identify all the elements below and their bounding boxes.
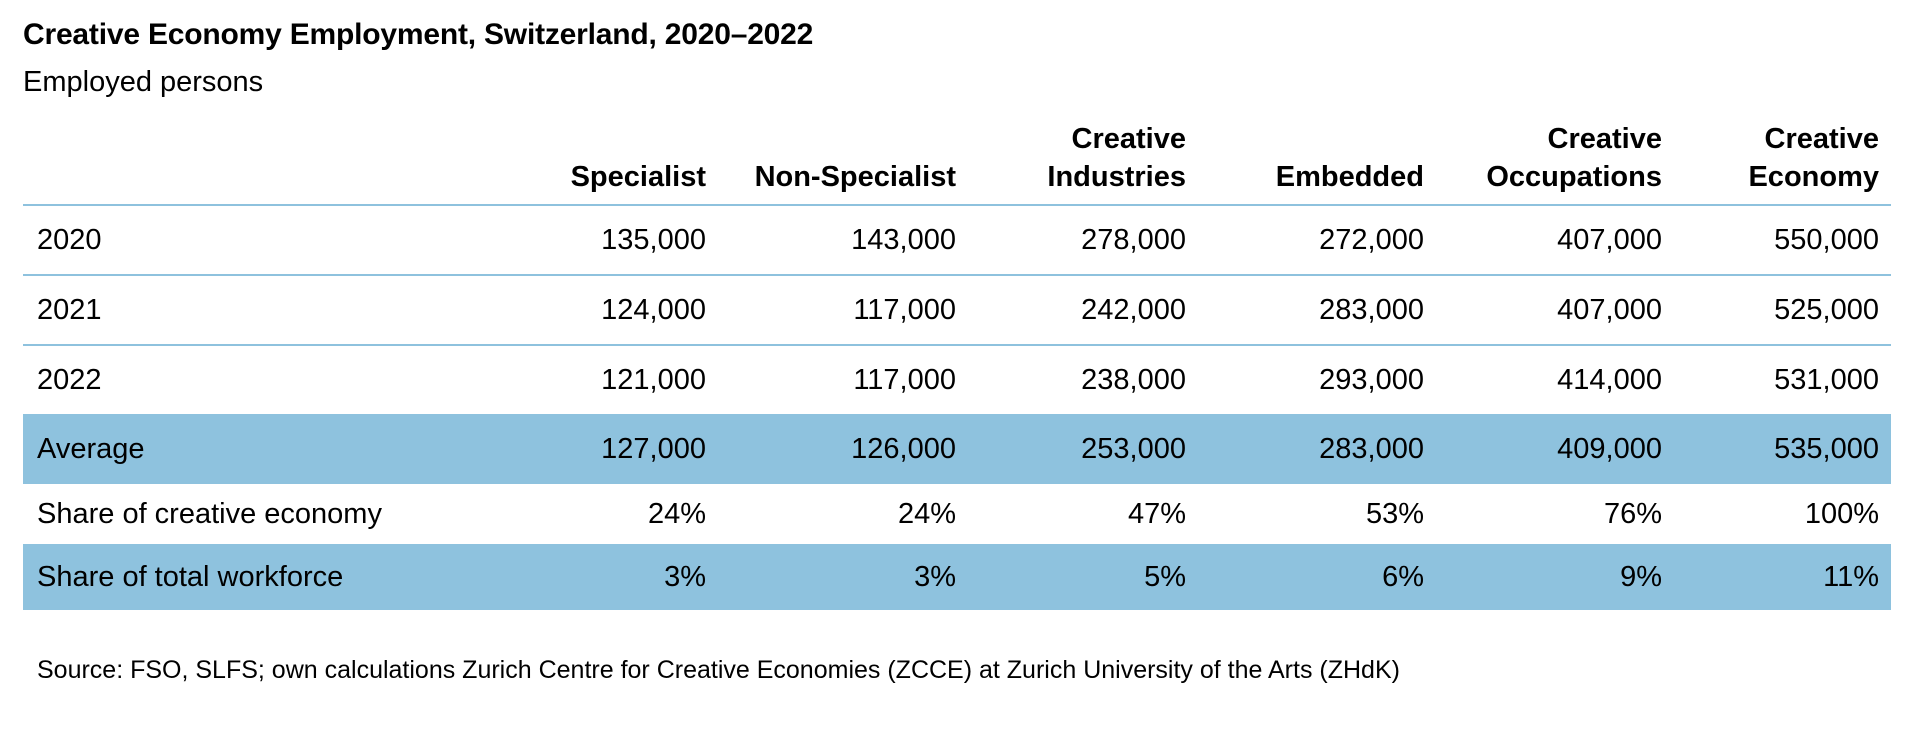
table-cell: 409,000 xyxy=(1436,414,1674,484)
row-label: 2022 xyxy=(37,363,102,396)
column-header-line: Creative xyxy=(1071,123,1186,155)
table-cell: 117,000 xyxy=(718,275,968,346)
table-row-2020: 2020 135,000 143,000 278,000 272,000 407… xyxy=(23,205,1891,276)
table-cell: 124,000 xyxy=(528,275,718,346)
table-cell: 407,000 xyxy=(1436,275,1674,346)
column-header-line: Industries xyxy=(1047,161,1186,193)
table-cell: 9% xyxy=(1436,544,1674,610)
column-header-embedded: Embedded xyxy=(1198,118,1436,206)
table-cell: 117,000 xyxy=(853,363,956,396)
column-header-line: Occupations xyxy=(1486,161,1662,193)
table-cell: 531,000 xyxy=(1774,363,1879,396)
table-cell: 76% xyxy=(1603,497,1662,530)
row-label: 2021 xyxy=(23,275,528,346)
column-header-line: Non-Specialist xyxy=(754,161,956,193)
table-row-2022: 2022 121,000 117,000 238,000 293,000 414… xyxy=(23,345,1891,414)
table-cell: 6% xyxy=(1198,544,1436,610)
table-cell: 47% xyxy=(1127,497,1186,530)
employment-table: Specialist Non-Specialist Creative Indus… xyxy=(23,118,1891,610)
table-cell: 238,000 xyxy=(1081,363,1186,396)
header-label-cell xyxy=(23,118,528,206)
column-header-line: Creative xyxy=(1547,123,1662,155)
column-header-creative-industries: Creative Industries xyxy=(968,118,1198,206)
row-label: Average xyxy=(23,414,528,484)
table-cell: 100% xyxy=(1804,497,1879,530)
table-cell: 3% xyxy=(718,544,968,610)
table-cell: 5% xyxy=(968,544,1198,610)
column-header-non-specialist: Non-Specialist xyxy=(718,118,968,206)
table-cell: 278,000 xyxy=(968,205,1198,276)
row-label: 2020 xyxy=(23,205,528,276)
column-header-line: Economy xyxy=(1748,161,1879,193)
table-cell: 283,000 xyxy=(1198,414,1436,484)
table-cell: 293,000 xyxy=(1319,363,1424,396)
table-row-share-creative-economy: Share of creative economy 24% 24% 47% 53… xyxy=(23,484,1891,544)
row-label: Share of total workforce xyxy=(23,544,528,610)
table-row-2021: 2021 124,000 117,000 242,000 283,000 407… xyxy=(23,275,1891,346)
column-header-creative-occupations: Creative Occupations xyxy=(1436,118,1674,206)
table-cell: 126,000 xyxy=(718,414,968,484)
table-cell: 3% xyxy=(528,544,718,610)
table-cell: 272,000 xyxy=(1198,205,1436,276)
column-header-line: Embedded xyxy=(1275,161,1424,193)
table-cell: 550,000 xyxy=(1674,205,1891,276)
column-header-specialist: Specialist xyxy=(528,118,718,206)
header-row: Specialist Non-Specialist Creative Indus… xyxy=(23,118,1891,206)
table-cell: 127,000 xyxy=(528,414,718,484)
table-cell: 135,000 xyxy=(528,205,718,276)
table-cell: 414,000 xyxy=(1557,363,1662,396)
table-cell: 253,000 xyxy=(968,414,1198,484)
table-cell: 24% xyxy=(647,497,706,530)
table-cell: 53% xyxy=(1365,497,1424,530)
source-note: Source: FSO, SLFS; own calculations Zuri… xyxy=(37,656,1400,684)
table-cell: 242,000 xyxy=(968,275,1198,346)
row-label: Share of creative economy xyxy=(37,497,382,530)
table-row-share-total-workforce: Share of total workforce 3% 3% 5% 6% 9% … xyxy=(23,544,1891,610)
table-cell: 525,000 xyxy=(1674,275,1891,346)
chart-title: Creative Economy Employment, Switzerland… xyxy=(23,18,814,51)
table-cell: 24% xyxy=(897,497,956,530)
table-cell: 283,000 xyxy=(1198,275,1436,346)
chart-subtitle: Employed persons xyxy=(23,66,264,98)
column-header-line: Creative xyxy=(1764,123,1879,155)
table-cell: 535,000 xyxy=(1674,414,1891,484)
column-header-creative-economy: Creative Economy xyxy=(1674,118,1891,206)
table-row-average: Average 127,000 126,000 253,000 283,000 … xyxy=(23,414,1891,484)
table-cell: 121,000 xyxy=(601,363,706,396)
table-cell: 407,000 xyxy=(1436,205,1674,276)
column-header-line: Specialist xyxy=(570,161,706,193)
table-cell: 143,000 xyxy=(718,205,968,276)
table-cell: 11% xyxy=(1674,544,1891,610)
